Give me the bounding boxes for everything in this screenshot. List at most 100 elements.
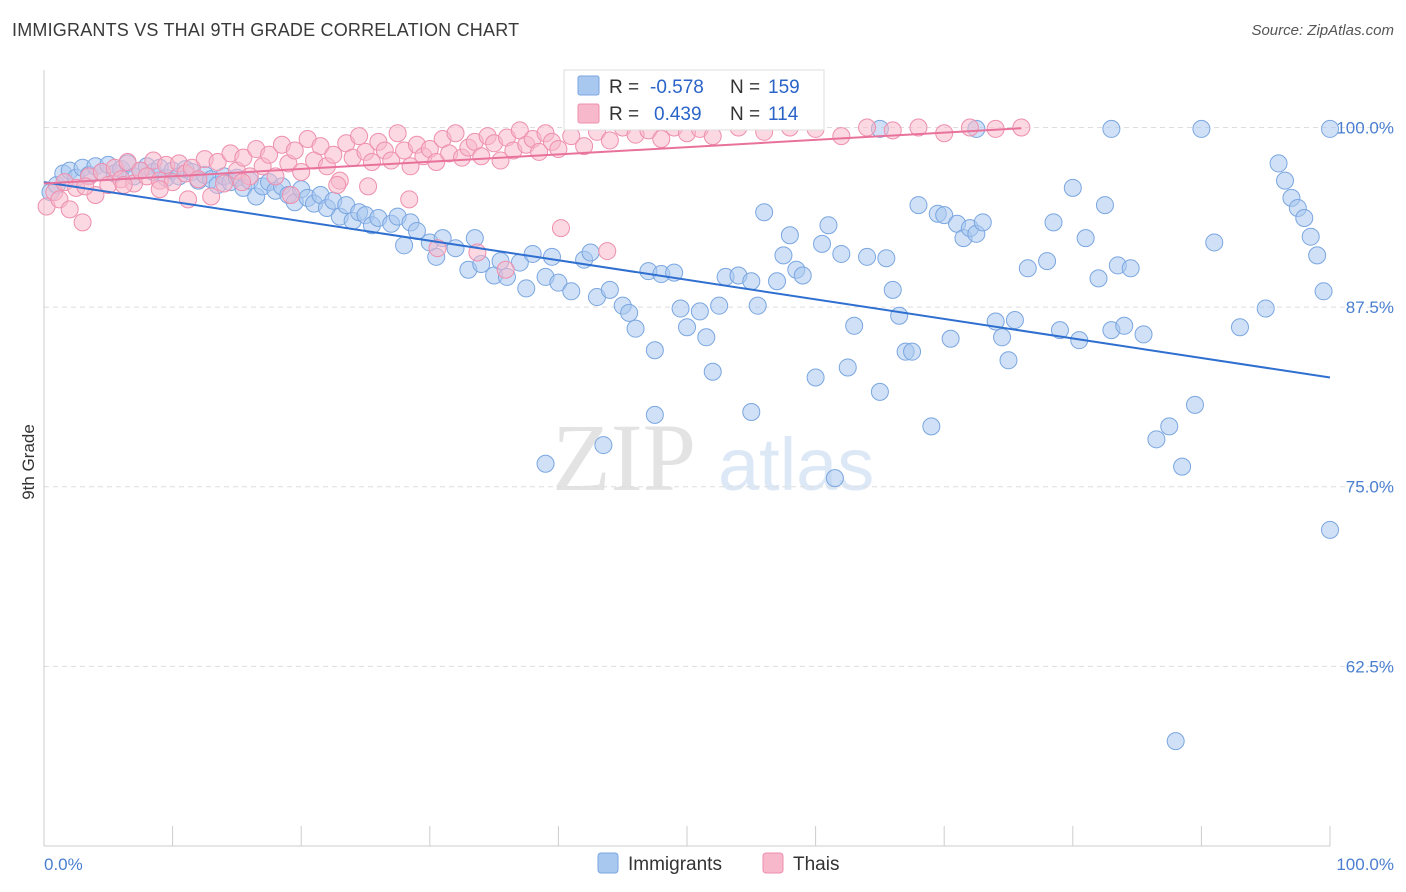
- thais-point: [575, 137, 594, 156]
- legend-label-thais: Thais: [793, 854, 839, 875]
- watermark-atlas: atlas: [718, 423, 874, 506]
- thais-point: [858, 118, 877, 137]
- thais-point: [551, 219, 570, 238]
- x-tick-label-min: 0.0%: [44, 855, 83, 874]
- stats-r-value-thais: 0.439: [654, 104, 702, 125]
- immigrants-point: [620, 303, 639, 322]
- thais-point: [832, 127, 851, 146]
- immigrants-point: [1185, 395, 1204, 414]
- immigrants-point: [999, 351, 1018, 370]
- immigrants-point: [806, 368, 825, 387]
- immigrants-point: [581, 243, 600, 262]
- thais-point: [491, 151, 510, 170]
- thais-point: [189, 170, 208, 189]
- immigrants-point: [1089, 269, 1108, 288]
- stats-legend: R = -0.578 N = 159 R = 0.439 N = 114: [563, 69, 825, 131]
- immigrants-point: [1018, 259, 1037, 278]
- immigrants-point: [671, 299, 690, 318]
- immigrants-point: [645, 341, 664, 360]
- thais-point: [150, 180, 169, 199]
- immigrants-point: [768, 272, 787, 291]
- immigrants-point: [870, 382, 889, 401]
- thais-point: [215, 174, 234, 193]
- stats-n-value-immigrants: 159: [768, 77, 800, 98]
- immigrants-point: [1121, 259, 1140, 278]
- immigrants-point: [742, 272, 761, 291]
- immigrants-point: [742, 403, 761, 422]
- immigrants-point: [838, 358, 857, 377]
- thais-point: [359, 177, 378, 196]
- thais-point: [285, 141, 304, 160]
- legend-swatch-immigrants: [597, 852, 619, 874]
- immigrants-point: [542, 247, 561, 266]
- immigrants-point: [1044, 213, 1063, 232]
- thais-point: [350, 127, 369, 146]
- immigrants-point: [1230, 318, 1249, 337]
- immigrants-point: [774, 246, 793, 265]
- immigrants-point: [1166, 732, 1185, 751]
- stats-swatch-thais: [577, 103, 600, 124]
- immigrants-point: [748, 296, 767, 315]
- stats-n-value-thais: 114: [768, 104, 799, 125]
- thais-point: [388, 124, 407, 143]
- trend-lines: [43, 127, 1331, 379]
- thais-point: [118, 152, 137, 171]
- immigrants-point: [395, 236, 414, 255]
- thais-point: [281, 186, 300, 205]
- y-axis-title: 9th Grade: [19, 424, 38, 500]
- thais-point: [260, 145, 279, 164]
- immigrants-point: [710, 296, 729, 315]
- immigrants-point: [1301, 227, 1320, 246]
- thais-point: [598, 242, 617, 261]
- thais-point: [472, 147, 491, 166]
- immigrants-point: [877, 249, 896, 268]
- immigrants-point: [813, 234, 832, 253]
- y-tick-label: 62.5%: [1346, 657, 1394, 676]
- thais-point: [233, 173, 252, 192]
- immigrants-point: [935, 206, 954, 225]
- thais-point: [202, 187, 221, 206]
- immigrants-trend-line: [43, 181, 1331, 379]
- immigrants-point: [600, 280, 619, 299]
- immigrants-point: [1095, 196, 1114, 215]
- y-tick-label: 75.0%: [1346, 478, 1394, 497]
- immigrants-point: [678, 318, 696, 337]
- thais-point: [362, 152, 381, 171]
- immigrants-point: [1115, 316, 1134, 335]
- thais-point: [234, 148, 253, 167]
- thais-point: [909, 118, 928, 137]
- immigrants-point: [645, 405, 664, 424]
- immigrants-point: [690, 302, 709, 321]
- thais-point: [208, 152, 227, 171]
- immigrants-point: [941, 329, 960, 348]
- immigrants-point: [1256, 299, 1275, 318]
- immigrants-point: [523, 244, 542, 263]
- immigrants-point: [1275, 171, 1294, 190]
- thais-trend-line: [43, 127, 1022, 185]
- immigrants-point: [1173, 457, 1192, 476]
- immigrants-point: [1050, 321, 1069, 340]
- immigrants-point: [819, 216, 838, 235]
- x-tick-label-max: 100.0%: [1336, 855, 1394, 874]
- immigrants-point: [1205, 233, 1224, 252]
- immigrants-point: [1102, 119, 1121, 138]
- immigrants-point: [1314, 282, 1333, 301]
- immigrants-point: [1134, 325, 1153, 344]
- y-tick-labels: 62.5% 75.0% 87.5% 100.0%: [1336, 118, 1394, 676]
- thais-point: [324, 145, 343, 164]
- thais-point: [1012, 118, 1031, 137]
- thais-point: [73, 213, 92, 232]
- source-label: Source: ZipAtlas.com: [1251, 22, 1394, 39]
- thais-point: [60, 200, 79, 219]
- immigrants-point: [517, 279, 536, 298]
- immigrants-point: [793, 266, 812, 285]
- y-tick-label: 100.0%: [1336, 118, 1394, 137]
- watermark-zip: ZIP: [552, 404, 696, 511]
- immigrants-point: [825, 469, 844, 488]
- immigrants-point: [832, 244, 851, 263]
- immigrants-point: [993, 328, 1012, 347]
- stats-swatch-immigrants: [577, 75, 600, 96]
- thais-point: [496, 260, 515, 279]
- immigrants-point: [780, 226, 799, 245]
- immigrants-point: [1295, 209, 1314, 228]
